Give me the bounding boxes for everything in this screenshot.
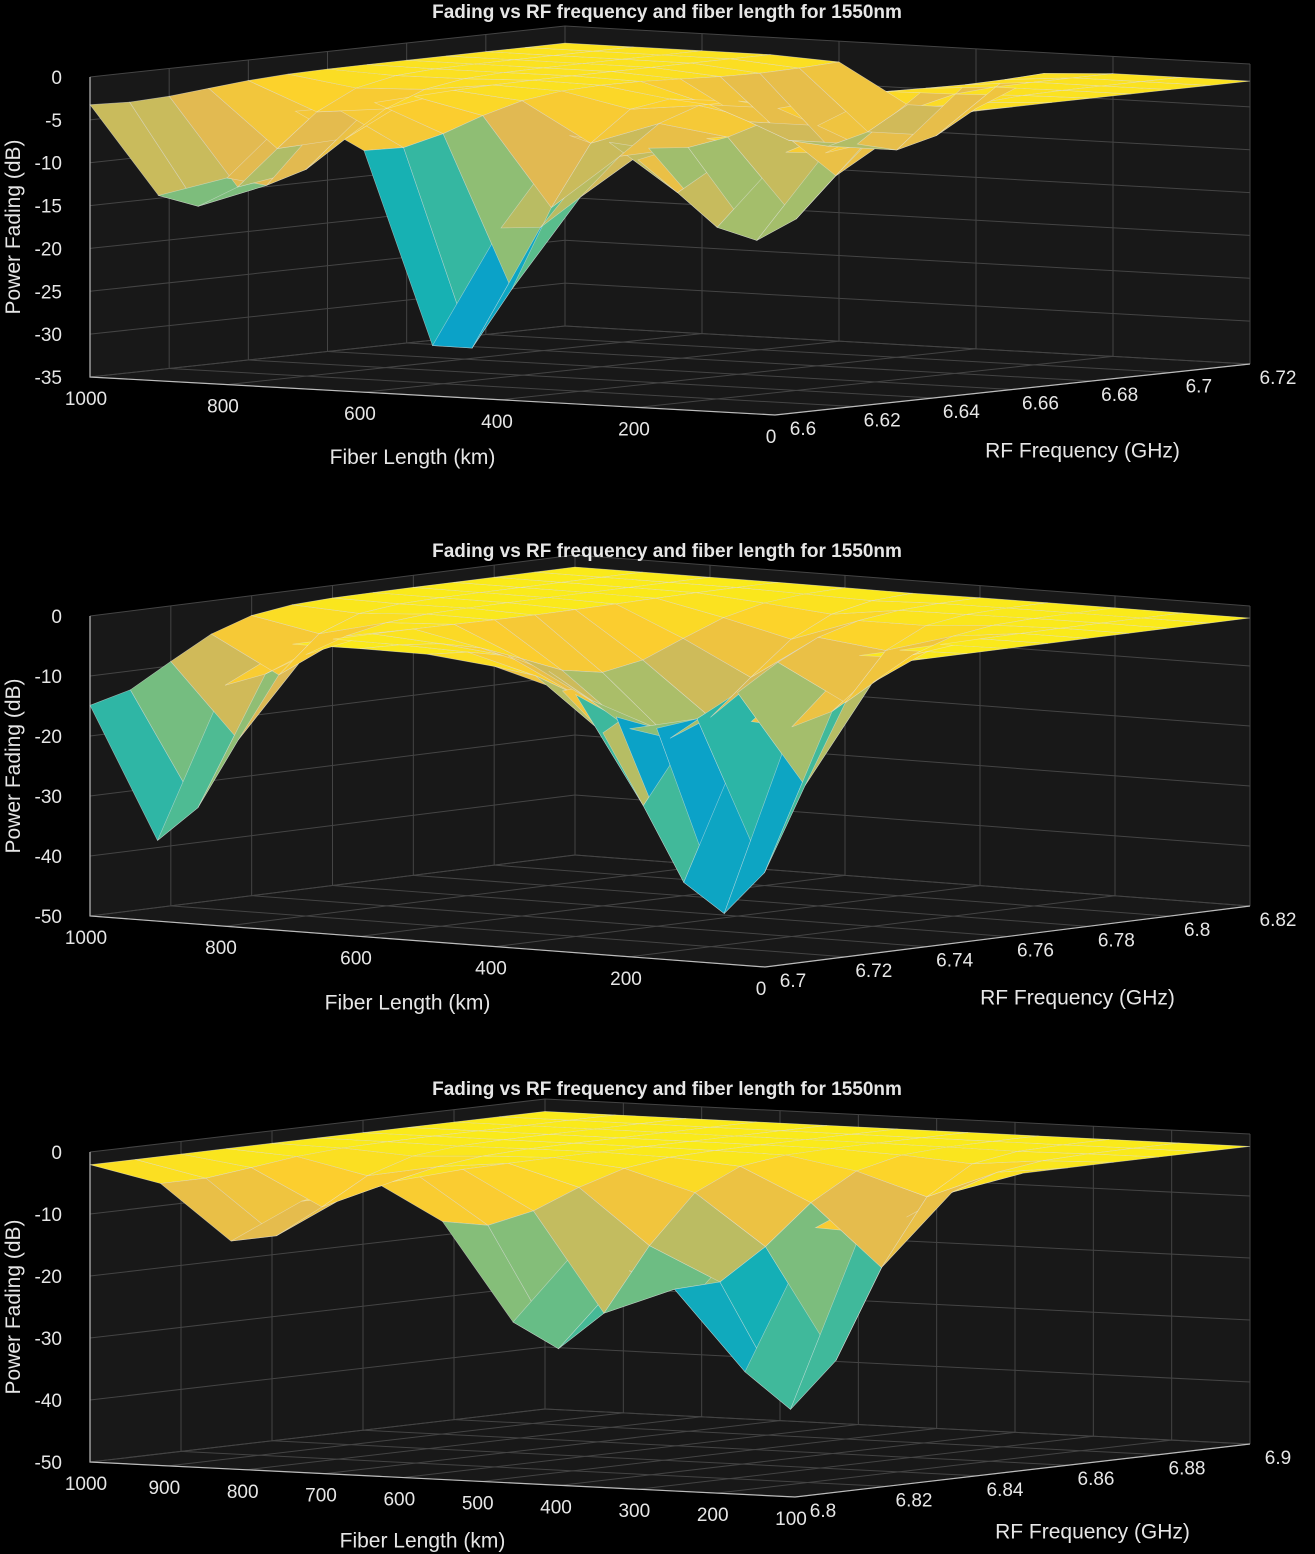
y-tick-label: 6.74 [936,951,973,972]
axes-frame [89,616,1251,968]
chart-title: Fading vs RF frequency and fiber length … [432,2,902,23]
surface-patch [1133,1142,1251,1153]
z-tick-label: -5 [45,111,62,132]
surface-patch [1141,76,1251,86]
chart-panel-3: 1000 900 800 700 600 500 400 300 200 100 6.8 6.82 6.… [0,1072,1315,1554]
y-tick-label: 6.62 [864,411,901,432]
x-tick-label: 300 [618,1501,650,1522]
chart-panel-1: 1000 800 600 400 200 0 6.6 6.62 6.64 6.66 6.68 6.7 6… [0,0,1315,500]
x-tick-label: 400 [540,1497,572,1518]
y-tick-label: 6.64 [943,402,980,423]
z-tick-label: -20 [35,239,62,260]
y-tick-label: 6.84 [987,1480,1024,1501]
axes-frame [89,77,1251,416]
x-axis-label: Fiber Length (km) [325,992,491,1015]
x-tick-label: 0 [756,979,767,1000]
surface-mesh [89,1111,1251,1410]
y-axis-label: RF Frequency (GHz) [995,1521,1190,1544]
z-tick-label: -50 [35,1453,62,1474]
y-tick-label: 6.76 [1017,941,1054,962]
y-tick-label: 6.72 [1260,368,1297,389]
x-tick-label: 100 [775,1509,807,1530]
x-tick-label: 600 [344,404,376,425]
surface-mesh [89,566,1251,915]
surface-chart-3: 1000 900 800 700 600 500 400 300 200 100 6.8 6.82 6.… [2,1079,1291,1553]
x-tick-label: 700 [305,1486,337,1507]
y-tick-label: 6.9 [1265,1448,1291,1469]
axes-frame [89,1152,1251,1498]
z-tick-label: -30 [35,325,62,346]
z-tick-label: -10 [35,1205,62,1226]
x-tick-label: 500 [462,1493,494,1514]
chart-title: Fading vs RF frequency and fiber length … [432,541,902,562]
y-tick-label: 6.82 [1260,910,1297,931]
z-tick-label: -40 [35,847,62,868]
z-tick-label: -15 [35,197,62,218]
y-tick-label: 6.7 [780,971,806,992]
x-tick-label: 600 [383,1490,415,1511]
z-axis-label: Power Fading (dB) [2,678,25,853]
z-tick-label: -20 [35,1267,62,1288]
y-tick-label: 6.6 [790,419,816,440]
x-axis-label: Fiber Length (km) [340,1530,506,1553]
y-tick-label: 6.78 [1098,930,1135,951]
z-axis-label: Power Fading (dB) [2,139,25,314]
x-tick-label: 1000 [65,928,107,949]
z-tick-label: -25 [35,282,62,303]
z-tick-label: 0 [51,1143,62,1164]
x-tick-label: 800 [205,938,237,959]
x-tick-label: 1000 [65,389,107,410]
z-axis-label: Power Fading (dB) [2,1219,25,1394]
y-tick-label: 6.86 [1078,1469,1115,1490]
x-tick-label: 600 [340,948,372,969]
surface-mesh [89,42,1251,349]
x-tick-label: 400 [481,412,513,433]
z-tick-label: -35 [35,368,62,389]
surface-chart-2: 1000 800 600 400 200 0 6.7 6.72 6.74 6.76 6.78 6.8 6… [2,541,1297,1015]
x-tick-label: 400 [475,959,507,980]
z-tick-label: 0 [51,607,62,628]
x-tick-label: 0 [766,427,777,448]
y-tick-label: 6.7 [1186,377,1212,398]
y-tick-label: 6.72 [855,961,892,982]
z-tick-label: -30 [35,787,62,808]
z-tick-label: 0 [51,68,62,89]
x-tick-label: 1000 [65,1474,107,1495]
y-tick-label: 6.88 [1169,1459,1206,1480]
z-tick-label: -10 [35,154,62,175]
x-tick-label: 800 [207,397,239,418]
x-tick-label: 200 [697,1505,729,1526]
y-tick-label: 6.66 [1022,394,1059,415]
z-tick-label: -40 [35,1391,62,1412]
x-tick-label: 200 [618,419,650,440]
z-tick-label: -20 [35,727,62,748]
z-tick-label: -50 [35,907,62,928]
x-tick-label: 200 [610,969,642,990]
x-tick-label: 900 [148,1478,180,1499]
chart-panel-2: 1000 800 600 400 200 0 6.7 6.72 6.74 6.76 6.78 6.8 6… [0,535,1315,1035]
y-tick-label: 6.8 [810,1501,836,1522]
y-axis-label: RF Frequency (GHz) [985,440,1180,463]
y-tick-label: 6.68 [1101,385,1138,406]
y-axis-label: RF Frequency (GHz) [980,987,1175,1010]
surface-chart-1: 1000 800 600 400 200 0 6.6 6.62 6.64 6.66 6.68 6.7 6… [2,2,1297,469]
y-tick-label: 6.82 [896,1490,933,1511]
surface-patch [1142,612,1251,624]
chart-title: Fading vs RF frequency and fiber length … [432,1079,902,1100]
x-axis-label: Fiber Length (km) [330,446,496,469]
z-tick-label: -30 [35,1329,62,1350]
y-tick-label: 6.8 [1184,920,1210,941]
z-tick-label: -10 [35,667,62,688]
x-tick-label: 800 [227,1482,259,1503]
